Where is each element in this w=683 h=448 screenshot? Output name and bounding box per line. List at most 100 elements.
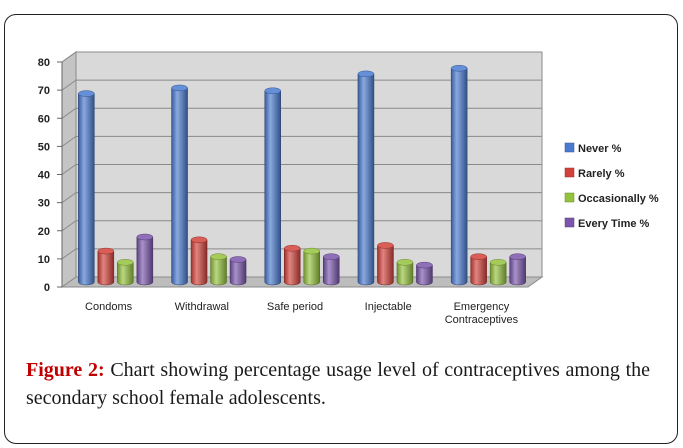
bar-top bbox=[97, 247, 115, 255]
legend-swatch bbox=[564, 142, 575, 153]
legend-swatch bbox=[564, 167, 575, 178]
legend-swatch bbox=[564, 217, 575, 228]
bar-chart: 0 10 20 30 40 50 60 70 80 Condoms Withdrawal Safe … bbox=[38, 51, 659, 326]
legend: Never % Rarely % Occasionally % Every Time … bbox=[564, 142, 659, 230]
y-tick-label: 0 bbox=[44, 282, 50, 294]
y-tick-label: 70 bbox=[38, 85, 50, 97]
bar-body bbox=[210, 256, 227, 286]
bar-top bbox=[489, 259, 507, 266]
bar bbox=[323, 253, 340, 286]
bars bbox=[78, 65, 526, 286]
caption-label: Figure 2: bbox=[26, 359, 105, 381]
y-axis-ticks: 0 10 20 30 40 50 60 70 80 bbox=[38, 57, 63, 294]
x-tick-label: Safe period bbox=[267, 301, 323, 313]
bar-body bbox=[284, 248, 301, 286]
bar-body bbox=[78, 93, 95, 286]
bar-top bbox=[264, 87, 281, 94]
bar-top bbox=[509, 253, 526, 260]
y-tick-label: 40 bbox=[38, 170, 50, 182]
chart-walls bbox=[60, 51, 544, 288]
gridline bbox=[61, 192, 542, 204]
bar-body bbox=[489, 262, 507, 286]
bar bbox=[396, 259, 414, 286]
legend-label: Never % bbox=[578, 143, 622, 155]
gridline bbox=[61, 220, 542, 232]
bar bbox=[190, 236, 208, 286]
bar-body bbox=[136, 236, 154, 286]
bar bbox=[450, 65, 468, 286]
caption-text: Chart showing percentage usage level of … bbox=[26, 359, 651, 409]
bar-top bbox=[78, 90, 95, 97]
bar-body bbox=[303, 250, 320, 286]
bar bbox=[303, 247, 320, 286]
bar-body bbox=[509, 256, 526, 286]
figure-caption: Figure 2: Chart showing percentage usage… bbox=[26, 356, 650, 412]
bar-body bbox=[190, 239, 208, 286]
bar-top bbox=[190, 236, 208, 244]
bar-top bbox=[229, 256, 247, 263]
bar-body bbox=[229, 259, 247, 286]
floor bbox=[60, 276, 544, 288]
x-tick-label: Injectable bbox=[365, 301, 412, 313]
bar bbox=[284, 245, 301, 286]
y-tick-label: 20 bbox=[38, 226, 50, 238]
bar bbox=[489, 259, 507, 286]
bar-top bbox=[171, 84, 188, 92]
bar bbox=[416, 261, 433, 286]
bar bbox=[377, 242, 394, 286]
y-tick-label: 30 bbox=[38, 198, 50, 210]
bar bbox=[357, 70, 375, 286]
gridline bbox=[61, 51, 542, 63]
bar-body bbox=[323, 256, 340, 286]
bar-body bbox=[396, 262, 414, 286]
legend-label: Every Time % bbox=[578, 218, 650, 230]
bar-top bbox=[117, 259, 134, 266]
bar-body bbox=[470, 256, 487, 286]
bar-top bbox=[136, 233, 154, 241]
bar-body bbox=[357, 73, 375, 286]
y-tick-label: 10 bbox=[38, 254, 50, 266]
y-tick-label: 50 bbox=[38, 141, 50, 153]
bar bbox=[509, 253, 526, 286]
x-tick-label: Withdrawal bbox=[175, 301, 229, 313]
bar-body bbox=[450, 68, 468, 286]
legend-label: Occasionally % bbox=[578, 193, 659, 205]
bar-top bbox=[470, 253, 487, 260]
bar-top bbox=[303, 247, 320, 255]
bar-top bbox=[284, 245, 301, 252]
gridline bbox=[61, 107, 542, 119]
bar-body bbox=[171, 87, 188, 286]
bar bbox=[470, 253, 487, 286]
bar-body bbox=[377, 245, 394, 286]
bar-top bbox=[323, 253, 340, 260]
bar-top bbox=[450, 65, 468, 72]
bar-body bbox=[97, 250, 115, 286]
x-tick-label: Contraceptives bbox=[445, 314, 519, 326]
gridline bbox=[61, 79, 542, 91]
gridline bbox=[61, 164, 542, 175]
legend-swatch bbox=[564, 192, 575, 203]
bar-top bbox=[357, 70, 375, 78]
bar bbox=[117, 259, 134, 286]
bar-body bbox=[416, 264, 433, 286]
bar-top bbox=[210, 253, 227, 260]
bar-body bbox=[264, 90, 281, 286]
bar-top bbox=[416, 261, 433, 269]
bar bbox=[97, 247, 115, 286]
bar bbox=[264, 87, 281, 286]
y-tick-label: 60 bbox=[38, 113, 50, 125]
x-axis-ticks: Condoms Withdrawal Safe period Injectable Em… bbox=[85, 301, 519, 326]
gridlines bbox=[61, 51, 542, 260]
bar bbox=[171, 84, 188, 286]
bar bbox=[78, 90, 95, 286]
bar-top bbox=[377, 242, 394, 249]
bar bbox=[136, 233, 154, 286]
bar bbox=[229, 256, 247, 286]
x-tick-label: Emergency bbox=[454, 301, 510, 313]
bar-body bbox=[117, 262, 134, 286]
y-tick-label: 80 bbox=[38, 57, 50, 69]
gridline bbox=[61, 135, 542, 147]
legend-label: Rarely % bbox=[578, 168, 625, 180]
x-tick-label: Condoms bbox=[85, 301, 133, 313]
bar bbox=[210, 253, 227, 286]
